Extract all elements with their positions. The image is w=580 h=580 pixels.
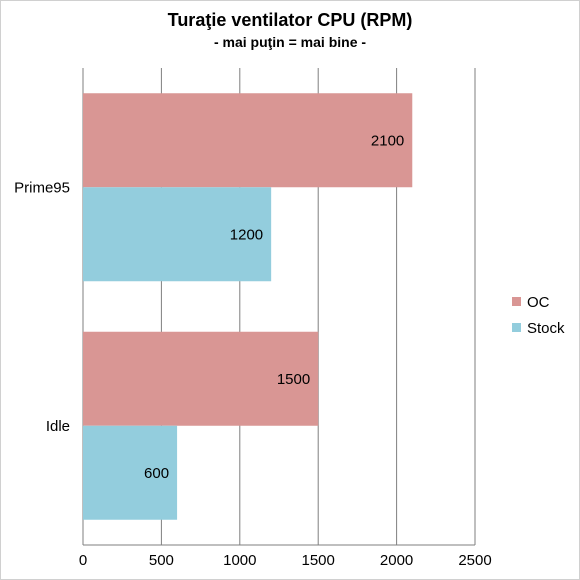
- data-label: 1200: [230, 226, 263, 243]
- category-label: Prime95: [14, 179, 70, 196]
- data-label: 2100: [371, 132, 404, 149]
- chart-title: Turaţie ventilator CPU (RPM): [167, 10, 413, 30]
- data-label: 1500: [277, 371, 310, 388]
- category-label: Idle: [46, 418, 70, 435]
- x-tick-label: 2000: [380, 552, 413, 569]
- bar-oc: [83, 93, 413, 188]
- chart-subtitle: - mai puţin = mai bine -: [213, 34, 367, 50]
- legend-label: Stock: [527, 320, 565, 337]
- legend-swatch-stock: [512, 323, 521, 332]
- bar-stock: [83, 187, 272, 282]
- x-tick-label: 500: [149, 552, 174, 569]
- legend-label: OC: [527, 294, 550, 311]
- x-tick-label: 1000: [223, 552, 256, 569]
- x-tick-label: 0: [79, 552, 87, 569]
- bar-stock: [83, 425, 178, 520]
- x-tick-label: 1500: [302, 552, 335, 569]
- bar-oc: [83, 331, 319, 426]
- data-label: 600: [144, 465, 169, 482]
- legend-swatch-oc: [512, 297, 521, 306]
- x-tick-label: 2500: [458, 552, 491, 569]
